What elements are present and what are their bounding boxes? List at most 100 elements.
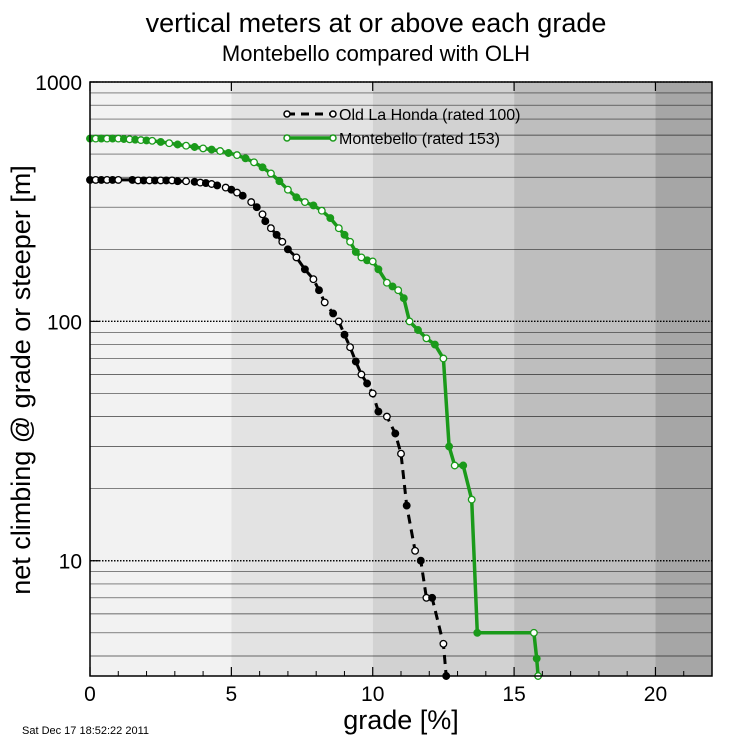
data-point-s1-56 [532,654,541,663]
legend-label-montebello: Montebello (rated 153) [339,131,500,148]
data-point-s0-28 [261,217,270,226]
y-tick-label: 1000 [35,72,82,95]
data-point-s0-49 [397,449,405,458]
data-point-s0-5 [114,175,123,184]
data-point-s1-18 [207,145,216,154]
data-point-s1-46 [414,326,422,334]
y-tick-label: 10 [59,551,82,574]
background-bands [90,82,712,676]
data-point-s0-20 [213,181,222,190]
grade-band-3 [514,82,656,676]
data-point-s0-39 [334,317,343,326]
data-point-s0-15 [182,177,191,186]
data-point-s1-34 [340,230,349,239]
y-tick-label: 100 [47,311,82,334]
data-point-s0-24 [238,191,247,200]
data-point-s0-37 [320,298,329,307]
data-point-s0-55 [439,639,448,648]
data-point-s1-25 [266,169,275,178]
data-point-s1-49 [439,354,448,363]
x-tick-label: 10 [361,683,384,706]
data-point-s0-35 [309,275,318,284]
data-point-s0-33 [292,253,301,262]
legend-marker-olh-start [283,110,291,118]
data-point-s1-21 [233,151,241,160]
data-point-s1-36 [351,247,360,256]
data-point-s0-26 [252,203,261,212]
data-point-s0-30 [272,230,281,239]
data-point-s1-15 [182,141,191,150]
x-tick-label: 15 [502,683,525,706]
legend-marker-montebello-end [329,134,337,142]
data-point-s0-40 [340,330,349,339]
data-point-s1-33 [334,224,343,233]
data-point-s1-42 [388,282,397,291]
data-point-s0-14 [173,177,182,186]
data-point-s1-23 [250,158,258,167]
data-point-s1-31 [317,206,326,215]
data-point-s1-16 [190,143,199,151]
data-point-s1-30 [309,201,318,210]
axis-ticks: 0 5 10 15 20 10 100 1000 [35,72,713,706]
data-point-s0-45 [368,389,377,398]
legend: Old La Honda (rated 100) Montebello (rat… [283,107,520,148]
data-point-s1-26 [275,177,284,186]
legend-label-olh: Old La Honda (rated 100) [339,107,520,124]
data-point-s1-28 [292,193,301,202]
data-point-s1-22 [241,154,250,163]
data-point-s0-54 [428,593,437,602]
data-point-s1-48 [430,340,439,349]
data-point-s1-44 [399,294,408,303]
data-point-s1-32 [326,214,335,223]
plot-area: 0 5 10 15 20 10 100 1000 [35,72,713,706]
data-point-s1-41 [382,278,391,287]
data-point-s0-46 [374,407,383,416]
data-point-s1-50 [445,442,454,451]
data-point-s1-20 [224,149,233,157]
data-point-s0-31 [278,237,287,246]
data-point-s0-51 [411,546,420,555]
data-point-s0-44 [363,379,372,388]
grid-lines [90,81,712,657]
data-point-s1-14 [173,140,182,149]
legend-marker-montebello-start [283,134,291,142]
data-point-s1-27 [283,185,292,194]
data-point-s1-19 [216,147,225,155]
data-point-s1-47 [422,334,431,343]
data-point-s1-54 [473,628,482,637]
data-point-s0-43 [357,370,366,379]
data-point-s0-47 [382,412,391,421]
data-point-s0-42 [351,357,360,366]
data-point-s0-34 [300,265,309,274]
data-point-s1-40 [374,265,383,274]
legend-marker-olh-end [329,110,337,118]
data-point-s1-24 [258,163,267,172]
data-point-s0-32 [283,245,292,254]
x-tick-label: 20 [644,683,667,706]
data-point-s0-27 [258,210,267,219]
data-point-s1-13 [165,139,174,148]
chart-subtitle: Montebello compared with OLH [222,41,530,66]
grade-band-0 [90,82,232,676]
data-point-s1-12 [156,137,165,146]
data-point-s0-50 [402,501,411,510]
data-point-s1-45 [405,317,414,326]
data-point-s1-35 [346,237,355,246]
data-point-s1-51 [450,461,459,470]
data-point-s1-17 [199,144,208,153]
data-point-s0-52 [416,556,425,565]
grade-band-4 [655,82,712,676]
data-point-s1-29 [300,198,309,207]
chart-title: vertical meters at or above each grade [146,8,607,38]
x-tick-label: 0 [84,683,96,706]
grade-band-1 [231,82,373,676]
series-layer [86,134,543,680]
data-point-s0-38 [329,309,338,318]
timestamp: Sat Dec 17 18:52:22 2011 [22,725,149,737]
y-axis-label: net climbing @ grade or steeper [m] [6,165,36,595]
data-point-s1-53 [467,495,476,504]
data-point-s0-36 [315,286,323,295]
data-point-s0-48 [391,429,400,438]
x-axis-label: grade [%] [343,705,459,735]
